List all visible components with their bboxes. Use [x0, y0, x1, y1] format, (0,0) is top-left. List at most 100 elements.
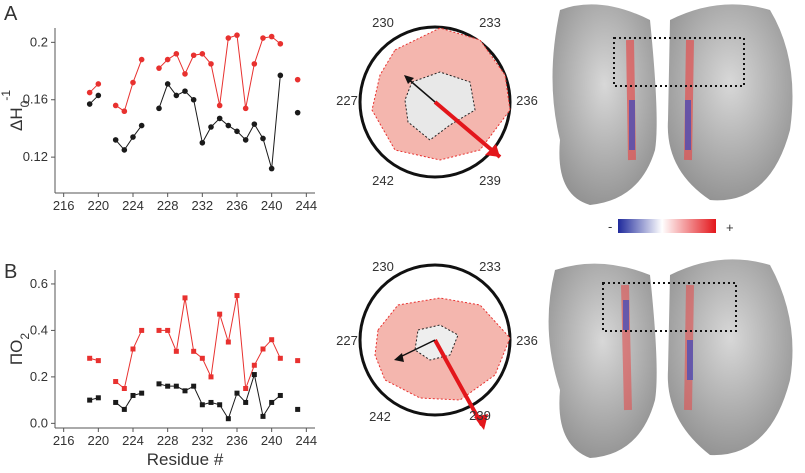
wheel-label: 236 [516, 333, 538, 348]
data-point [234, 32, 240, 38]
wheel-label: 230 [372, 259, 394, 274]
data-point [208, 124, 214, 130]
x-tick-label: 216 [53, 198, 75, 213]
data-point [260, 135, 266, 142]
data-point [251, 372, 257, 378]
data-point [268, 33, 275, 40]
data-point [269, 337, 275, 343]
data-point [173, 348, 179, 354]
x-tick-label: 224 [122, 433, 144, 448]
data-point [121, 406, 127, 412]
series-line [90, 375, 298, 419]
x-tick-label: 220 [87, 433, 109, 448]
data-point [260, 346, 266, 352]
y-tick-label: 0.12 [23, 149, 48, 164]
y-tick-label: 0.16 [23, 92, 48, 107]
wheel-label: 233 [479, 15, 501, 30]
data-point [269, 399, 275, 405]
y-tick-label: 0.6 [30, 276, 48, 291]
y-tick-label: 0.4 [30, 322, 48, 337]
data-point [217, 311, 223, 317]
data-point [251, 121, 258, 127]
data-point [216, 102, 223, 109]
data-point [242, 105, 249, 112]
data-point [277, 392, 283, 398]
colorbar-min-label: - [608, 219, 612, 234]
y-label-sub: 2 [18, 333, 32, 340]
data-point [208, 61, 214, 67]
data-point [277, 72, 284, 79]
data-point [182, 71, 188, 77]
data-point [156, 105, 162, 112]
data-point [191, 348, 197, 354]
data-point [164, 81, 171, 87]
data-point [277, 40, 284, 47]
wheel-label: 239 [469, 408, 491, 423]
x-tick-label: 228 [157, 198, 179, 213]
x-tick-label: 244 [295, 198, 317, 213]
data-point [294, 76, 301, 83]
wheel-label: 242 [369, 409, 391, 424]
data-point [199, 402, 205, 408]
x-tick-label: 244 [295, 433, 317, 448]
data-point [191, 383, 197, 389]
data-point [87, 355, 93, 361]
helical-wheel [358, 25, 512, 179]
y-label-main: ΠO [7, 340, 26, 366]
panel-label: B [4, 261, 17, 283]
data-point [208, 374, 214, 380]
data-point [199, 139, 206, 146]
data-point [156, 381, 162, 387]
data-point [242, 137, 249, 143]
data-point [243, 386, 249, 391]
data-point [113, 399, 119, 405]
wheel-label: 233 [479, 259, 501, 274]
data-point [95, 358, 101, 364]
wheel-label: 242 [372, 173, 394, 188]
data-point [294, 109, 301, 116]
data-point [156, 327, 162, 333]
wheel-label: 230 [372, 15, 394, 30]
wheel-label: 239 [479, 173, 501, 188]
data-point [225, 35, 232, 41]
protein-structure [552, 4, 793, 205]
colorbar-max-label: + [726, 220, 734, 235]
data-point [173, 383, 179, 389]
data-point [165, 327, 171, 333]
data-point [164, 56, 171, 63]
data-point [95, 395, 101, 401]
data-point [86, 89, 93, 96]
series-line [90, 296, 298, 389]
panel-label: A [4, 3, 18, 25]
data-point [199, 51, 206, 57]
data-point [130, 79, 136, 86]
colorbar [618, 219, 716, 233]
data-point [130, 346, 136, 352]
data-point [251, 362, 257, 368]
data-point [121, 147, 128, 153]
y-label-sup: -1 [0, 90, 13, 101]
wheel-label: 236 [516, 93, 538, 108]
x-tick-label: 216 [53, 433, 75, 448]
data-point [217, 402, 223, 408]
x-tick-label: 236 [226, 198, 248, 213]
data-point [234, 390, 240, 396]
y-tick-label: 0.2 [30, 369, 48, 384]
x-tick-label: 220 [87, 198, 109, 213]
x-tick-label: 240 [261, 198, 283, 213]
wheel-label: 227 [336, 93, 358, 108]
x-tick-label: 232 [191, 433, 213, 448]
data-point [165, 383, 171, 389]
x-tick-label: 232 [191, 198, 213, 213]
data-point [234, 293, 240, 299]
data-point [95, 92, 102, 99]
data-point [216, 115, 223, 122]
data-point [208, 399, 214, 405]
x-tick-label: 240 [261, 433, 283, 448]
data-point [130, 392, 136, 398]
data-point [87, 397, 93, 403]
data-point [277, 355, 283, 361]
data-point [260, 413, 266, 419]
data-point [190, 96, 197, 103]
